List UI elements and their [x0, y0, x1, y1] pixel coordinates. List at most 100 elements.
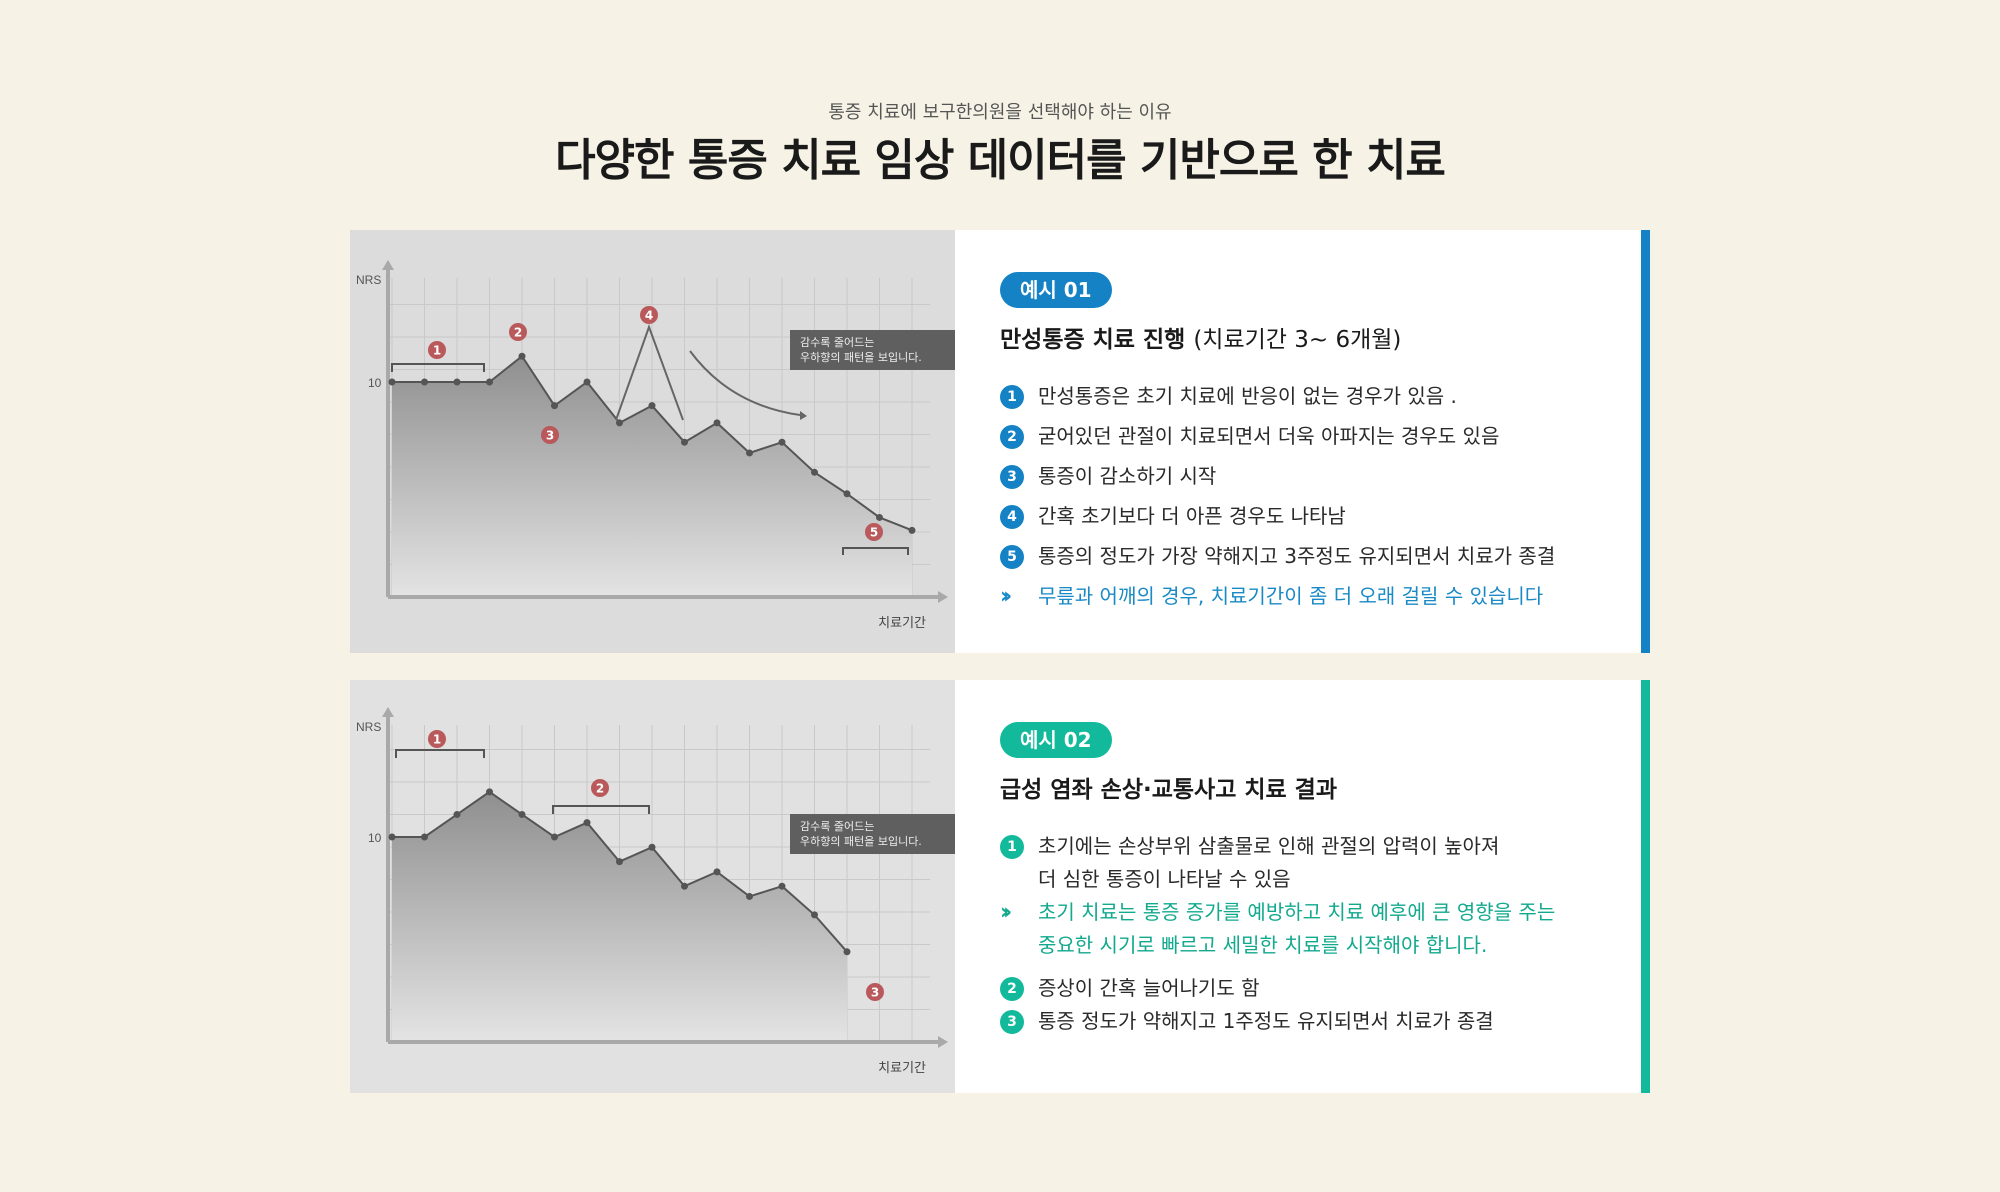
case-info-2: 예시 02 급성 염좌 손상·교통사고 치료 결과 1 초기에는 손상부위 삼출물… — [1000, 722, 1610, 1038]
annotation-box — [790, 814, 955, 854]
case-badge-1: 예시 01 — [1000, 272, 1112, 308]
list-item-text: 만성통증은 초기 치료에 반응이 없는 경우가 있음 . — [1038, 384, 1457, 408]
number-badge: 4 — [1000, 505, 1024, 529]
step-marker — [865, 523, 883, 541]
data-point — [843, 490, 851, 498]
note-text: 초기 치료는 통증 증가를 예방하고 치료 예후에 큰 영향을 주는 중요한 시기… — [1038, 900, 1556, 957]
data-point — [778, 882, 786, 890]
data-point — [908, 526, 916, 534]
spike-line — [615, 324, 684, 421]
double-chevron-right-icon: ›› — [1000, 900, 1012, 925]
number-badge: 1 — [1000, 835, 1024, 859]
phase-bracket — [391, 363, 485, 372]
data-point — [681, 438, 688, 446]
data-point — [453, 378, 461, 386]
case-items-1: 1 만성통증은 초기 치료에 반응이 없는 경우가 있음 . 2 굳어있던 관절이 … — [1000, 380, 1610, 613]
case-card-2: NRS 10 치료기간 감수록 줄어드는 우하향의 패턴을 보입니다. 1 2 3 예시 02… — [350, 680, 1650, 1093]
data-point — [746, 449, 753, 457]
step-marker-label: 4 — [645, 309, 653, 323]
annotation-text: 감수록 줄어드는 — [800, 336, 874, 349]
step-marker — [428, 341, 446, 359]
y-axis-arrow-icon — [382, 260, 394, 270]
list-item: 3 통증 정도가 약해지고 1주정도 유지되면서 치료가 종결 — [1000, 1005, 1610, 1038]
data-point — [486, 788, 493, 796]
list-item-text: 통증 정도가 약해지고 1주정도 유지되면서 치료가 종결 — [1038, 1009, 1494, 1033]
number-badge: 5 — [1000, 545, 1024, 569]
data-point — [518, 352, 526, 360]
data-point — [583, 819, 591, 827]
x-axis-label: 치료기간 — [878, 1061, 926, 1076]
annotation-text: 우하향의 패턴을 보입니다. — [800, 834, 922, 848]
note-item: ›› 초기 치료는 통증 증가를 예방하고 치료 예후에 큰 영향을 주는 중요한 … — [1000, 896, 1610, 962]
step-marker-label: 5 — [870, 526, 878, 540]
case-title-main: 만성통증 치료 진행 — [1000, 327, 1186, 353]
case-title-2: 급성 염좌 손상·교통사고 치료 결과 — [1000, 777, 1338, 803]
data-point — [551, 402, 558, 410]
data-point — [453, 810, 461, 818]
chart-panel-2: NRS 10 치료기간 감수록 줄어드는 우하향의 패턴을 보입니다. 1 2 3 — [350, 680, 955, 1093]
number-badge: 2 — [1000, 977, 1024, 1001]
accent-bar — [1641, 230, 1650, 653]
x-axis-arrow-icon — [938, 1036, 948, 1048]
y-tick-label: 10 — [368, 831, 382, 845]
data-point — [421, 833, 428, 841]
number-badge: 2 — [1000, 425, 1024, 449]
phase-bracket — [842, 547, 909, 555]
list-item-text: 통증의 정도가 가장 약해지고 3주정도 유지되면서 치료가 종결 — [1038, 544, 1556, 568]
list-item: 4 간혹 초기보다 더 아픈 경우도 나타남 — [1000, 500, 1610, 533]
step-marker-label: 1 — [433, 733, 441, 747]
series-area — [392, 791, 847, 1042]
x-axis-arrow-icon — [938, 591, 948, 603]
phase-bracket — [552, 805, 650, 814]
note-text: 무릎과 어깨의 경우, 치료기간이 좀 더 오래 걸릴 수 있습니다 — [1038, 584, 1544, 608]
data-point — [681, 882, 688, 890]
number-badge: 1 — [1000, 385, 1024, 409]
number-badge: 3 — [1000, 465, 1024, 489]
data-point — [388, 378, 396, 386]
data-point — [583, 378, 591, 386]
y-axis-arrow-icon — [382, 707, 394, 717]
step-marker — [428, 730, 446, 748]
data-point — [778, 438, 786, 446]
list-item: 5 통증의 정도가 가장 약해지고 3주정도 유지되면서 치료가 종결 — [1000, 540, 1610, 573]
step-marker-label: 3 — [871, 986, 879, 1000]
data-point — [616, 858, 623, 866]
list-item: 1 만성통증은 초기 치료에 반응이 없는 경우가 있음 . — [1000, 380, 1610, 413]
data-point — [746, 892, 753, 900]
step-marker-label: 3 — [546, 429, 554, 443]
list-item: 3 통증이 감소하기 시작 — [1000, 460, 1610, 493]
y-axis-label: NRS — [356, 720, 381, 734]
data-point — [811, 911, 818, 919]
step-marker — [541, 426, 559, 444]
case-items-2: 1 초기에는 손상부위 삼출물로 인해 관절의 압력이 높아져 더 심한 통증이 나… — [1000, 830, 1610, 1038]
accent-bar — [1641, 680, 1650, 1093]
step-marker — [591, 779, 609, 797]
step-marker-label: 1 — [433, 344, 441, 358]
list-item: 2 증상이 간혹 늘어나기도 함 — [1000, 972, 1610, 1005]
list-item-text: 통증이 감소하기 시작 — [1038, 464, 1217, 488]
phase-bracket — [395, 749, 485, 758]
step-marker-label: 2 — [514, 326, 522, 340]
trend-arrow-icon — [800, 411, 807, 420]
data-point — [551, 833, 558, 841]
case-title-1: 만성통증 치료 진행 (치료기간 3~ 6개월) — [1000, 320, 1610, 354]
list-item-text: 간혹 초기보다 더 아픈 경우도 나타남 — [1038, 504, 1346, 528]
data-point — [713, 868, 721, 876]
annotation-box — [790, 330, 955, 370]
data-point — [843, 948, 851, 956]
trend-curve — [689, 350, 801, 416]
data-point — [421, 378, 428, 386]
list-item: 1 초기에는 손상부위 삼출물로 인해 관절의 압력이 높아져 더 심한 통증이 나… — [1000, 830, 1610, 896]
step-marker — [640, 306, 658, 324]
number-badge: 3 — [1000, 1010, 1024, 1034]
step-marker — [509, 323, 527, 341]
case-card-1: NRS 10 치료기간 감수록 줄어드는 우하향의 패턴을 보입니다. 1 2 3 4 5 예시 … — [350, 230, 1650, 653]
list-item-text: 굳어있던 관절이 치료되면서 더욱 아파지는 경우도 있음 — [1038, 424, 1500, 448]
annotation-text: 우하향의 패턴을 보입니다. — [800, 350, 922, 364]
chart-panel-1: NRS 10 치료기간 감수록 줄어드는 우하향의 패턴을 보입니다. 1 2 3 4 5 — [350, 230, 955, 653]
list-item-text: 초기에는 손상부위 삼출물로 인해 관절의 압력이 높아져 더 심한 통증이 나타… — [1038, 834, 1500, 891]
data-point — [648, 402, 656, 410]
step-marker — [866, 983, 884, 1001]
